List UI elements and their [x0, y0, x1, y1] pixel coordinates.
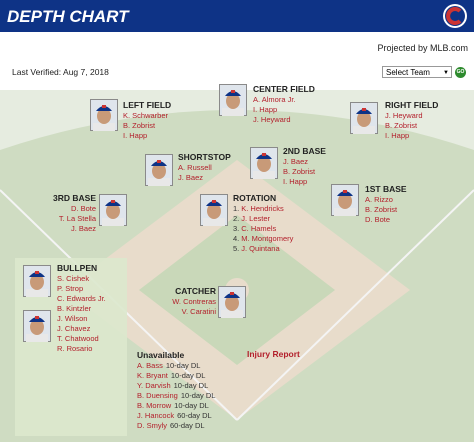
position-label: RIGHT FIELD [385, 100, 439, 110]
player-name: I. Happ [385, 131, 410, 140]
injury-status: 60-day DL [170, 421, 205, 430]
player-name: J. Wilson [57, 314, 88, 323]
player-name: K. Schwarber [123, 111, 169, 120]
player-name: A. Rizzo [365, 195, 393, 204]
projection-source: Projected by MLB.com [377, 43, 468, 53]
player-name: J. Heyward [253, 115, 291, 124]
player-name: T. La Stella [58, 214, 96, 223]
player-name: A. Almora Jr. [253, 95, 296, 104]
unavailable-row: B. Morrow 10-day DL [137, 401, 209, 411]
player-name: C. Hamels [241, 224, 277, 233]
player-name: J. Baez [178, 173, 204, 182]
player-photo [250, 147, 278, 179]
player-photo [350, 102, 378, 134]
bullpen-label: BULLPEN [57, 263, 98, 273]
unavailable-row: J. Hancock 60-day DL [137, 411, 212, 421]
player-name: I. Happ [253, 105, 278, 114]
player-name: Y. Darvish [137, 381, 171, 390]
injury-status: 60-day DL [177, 411, 212, 420]
rotation-number: 4. [233, 234, 240, 243]
position-label: CATCHER [175, 286, 216, 296]
injury-status: 10-day DL [180, 391, 216, 400]
go-button[interactable]: GO [455, 67, 466, 78]
rotation-number: 5. [233, 244, 240, 253]
player-name: J. Heyward [385, 111, 423, 120]
player-name: B. Morrow [137, 401, 172, 410]
player-photo [145, 154, 173, 186]
player-name: B. Kintzler [57, 304, 92, 313]
player-name: J. Lester [241, 214, 271, 223]
unavailable-row: D. Smyly 60-day DL [137, 421, 205, 431]
player-photo [23, 310, 51, 342]
rotation-number: 3. [233, 224, 240, 233]
injury-status: 10-day DL [174, 401, 209, 410]
injury-status: 10-day DL [170, 371, 206, 380]
injury-report-link[interactable]: Injury Report [247, 349, 300, 359]
team-select-text: Select Team [386, 68, 430, 77]
player-photo [90, 99, 118, 131]
rotation-row: 2. J. Lester [233, 214, 270, 224]
player-name: A. Russell [178, 163, 212, 172]
player-name: A. Bass [137, 361, 163, 370]
unavailable-row: Y. Darvish 10-day DL [137, 381, 208, 391]
player-photo [99, 194, 127, 226]
team-logo [443, 4, 467, 28]
player-photo [219, 84, 247, 116]
player-name: J. Chavez [57, 324, 91, 333]
rotation-row: 5. J. Quintana [233, 244, 280, 254]
player-name: B. Zobrist [385, 121, 418, 130]
player-name: T. Chatwood [57, 334, 99, 343]
position-label: 3RD BASE [53, 193, 96, 203]
player-name: I. Happ [283, 177, 308, 186]
player-name: J. Quintana [241, 244, 280, 253]
player-name: B. Zobrist [123, 121, 156, 130]
player-name: D. Bote [365, 215, 391, 224]
unavailable-row: A. Bass 10-day DL [137, 361, 200, 371]
player-name: I. Happ [123, 131, 148, 140]
injury-status: 10-day DL [173, 381, 209, 390]
position-label: 2ND BASE [283, 146, 326, 156]
position-label: CENTER FIELD [253, 84, 315, 94]
team-select[interactable]: Select Team ▼ [382, 66, 452, 78]
player-name: J. Hancock [137, 411, 175, 420]
player-name: D. Smyly [137, 421, 167, 430]
last-verified: Last Verified: Aug 7, 2018 [12, 67, 109, 77]
rotation-row: 4. M. Montgomery [233, 234, 293, 244]
rotation-row: 3. C. Hamels [233, 224, 276, 234]
unavailable-row: K. Bryant 10-day DL [137, 371, 205, 381]
player-name: B. Zobrist [365, 205, 398, 214]
player-photo [23, 265, 51, 297]
rotation-number: 1. [233, 204, 240, 213]
player-name: D. Bote [70, 204, 96, 213]
header-bar [0, 0, 474, 32]
player-name: P. Strop [57, 284, 84, 293]
player-name: V. Caratini [181, 307, 216, 316]
injury-status: 10-day DL [165, 361, 201, 370]
player-name: C. Edwards Jr. [57, 294, 106, 303]
player-photo [200, 194, 228, 226]
player-name: K. Bryant [137, 371, 168, 380]
player-name: M. Montgomery [241, 234, 294, 243]
unavailable-label: Unavailable [137, 350, 185, 360]
player-photo [331, 184, 359, 216]
player-name: B. Duensing [137, 391, 178, 400]
player-name: R. Rosario [57, 344, 93, 353]
player-name: J. Baez [70, 224, 96, 233]
player-name: J. Baez [283, 157, 309, 166]
unavailable-row: B. Duensing 10-day DL [137, 391, 215, 401]
position-label: ROTATION [233, 193, 277, 203]
position-label: SHORTSTOP [178, 152, 231, 162]
rotation-row: 1. K. Hendricks [233, 204, 284, 214]
position-label: LEFT FIELD [123, 100, 172, 110]
player-name: K. Hendricks [241, 204, 284, 213]
player-name: W. Contreras [172, 297, 216, 306]
player-photo [218, 286, 246, 318]
position-label: 1ST BASE [365, 184, 407, 194]
rotation-number: 2. [233, 214, 240, 223]
player-name: B. Zobrist [283, 167, 316, 176]
page-title: DEPTH CHART [7, 7, 129, 26]
player-name: S. Cishek [57, 274, 90, 283]
